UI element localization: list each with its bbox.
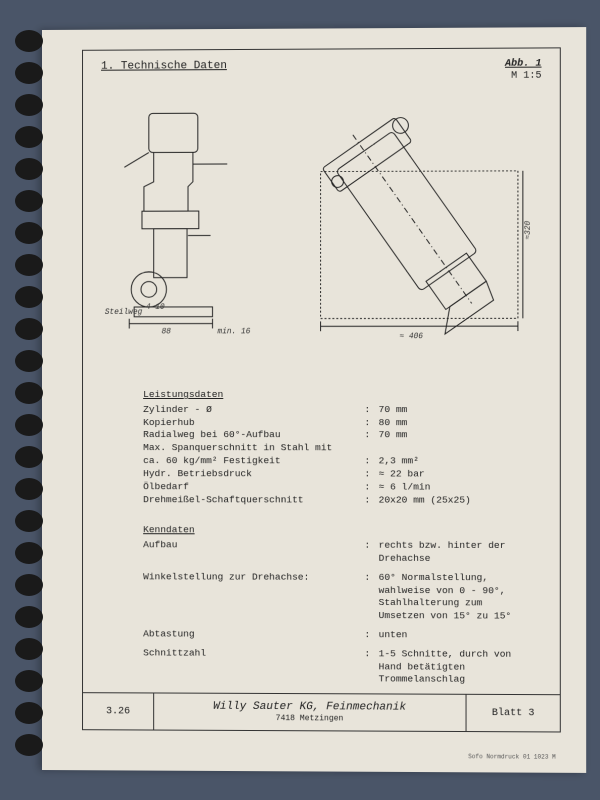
technical-drawing: Steilweg 4-10 88 min. 16 <box>95 89 548 371</box>
footer-sheet: Blatt 3 <box>467 695 560 732</box>
data-row: Aufbau:rechts bzw. hinter der Drehachse <box>143 539 529 566</box>
data-row: ca. 60 kg/mm² Festigkeit:2,3 mm² <box>143 455 529 468</box>
dim-angle: 4-10 <box>146 304 165 312</box>
leistung-title: Leistungsdaten <box>143 389 529 402</box>
spiral-binding <box>0 0 50 800</box>
data-row: Winkelstellung zur Drehachse::60° Normal… <box>143 571 529 624</box>
data-row: Radialweg bei 60°-Aufbau:70 mm <box>143 429 529 442</box>
data-row: Zylinder - Ø:70 mm <box>143 404 529 417</box>
footer-number: 3.26 <box>83 693 154 729</box>
header: 1. Technische Daten Abb. 1 M 1:5 <box>83 48 560 90</box>
dim-406: ≈ 406 <box>399 333 423 341</box>
dim-88: 88 <box>162 328 172 336</box>
dim-min16: min. 16 <box>217 328 250 336</box>
dim-320: ≈320 <box>525 220 533 239</box>
data-row: Kopierhub:80 mm <box>143 417 529 430</box>
page-frame: 1. Technische Daten Abb. 1 M 1:5 <box>82 47 561 732</box>
leistungsdaten-block: Leistungsdaten Zylinder - Ø:70 mmKopierh… <box>83 371 560 507</box>
data-row: Drehmeißel-Schaftquerschnitt:20x20 mm (2… <box>143 494 529 507</box>
document-page: 1. Technische Daten Abb. 1 M 1:5 <box>42 27 586 773</box>
data-row: Schnittzahl:1-5 Schnitte, durch von Hand… <box>143 647 529 687</box>
title-block: 3.26 Willy Sauter KG, Feinmechanik 7418 … <box>83 692 560 731</box>
fine-print: Sofo Normdruck 01 1023 M <box>468 753 556 760</box>
section-title: 1. Technische Daten <box>101 60 227 85</box>
kenn-rows: Aufbau:rechts bzw. hinter der Drehachse W… <box>143 539 529 687</box>
figure-label: Abb. 1 M 1:5 <box>505 59 542 83</box>
footer-company: Willy Sauter KG, Feinmechanik 7418 Metzi… <box>154 693 466 731</box>
data-row: Abtastung:unten <box>143 628 529 642</box>
data-row: Ölbedarf:≈ 6 l/min <box>143 481 529 494</box>
data-row: Max. Spanquerschnitt in Stahl mit <box>143 442 529 455</box>
leistung-rows: Zylinder - Ø:70 mmKopierhub:80 mmRadialw… <box>143 404 529 507</box>
dim-steilweg: Steilweg <box>105 309 143 317</box>
kenn-title: Kenndaten <box>143 524 529 538</box>
kenndaten-block: Kenndaten Aufbau:rechts bzw. hinter der … <box>83 506 560 687</box>
data-row: Hydr. Betriebsdruck:≈ 22 bar <box>143 468 529 481</box>
